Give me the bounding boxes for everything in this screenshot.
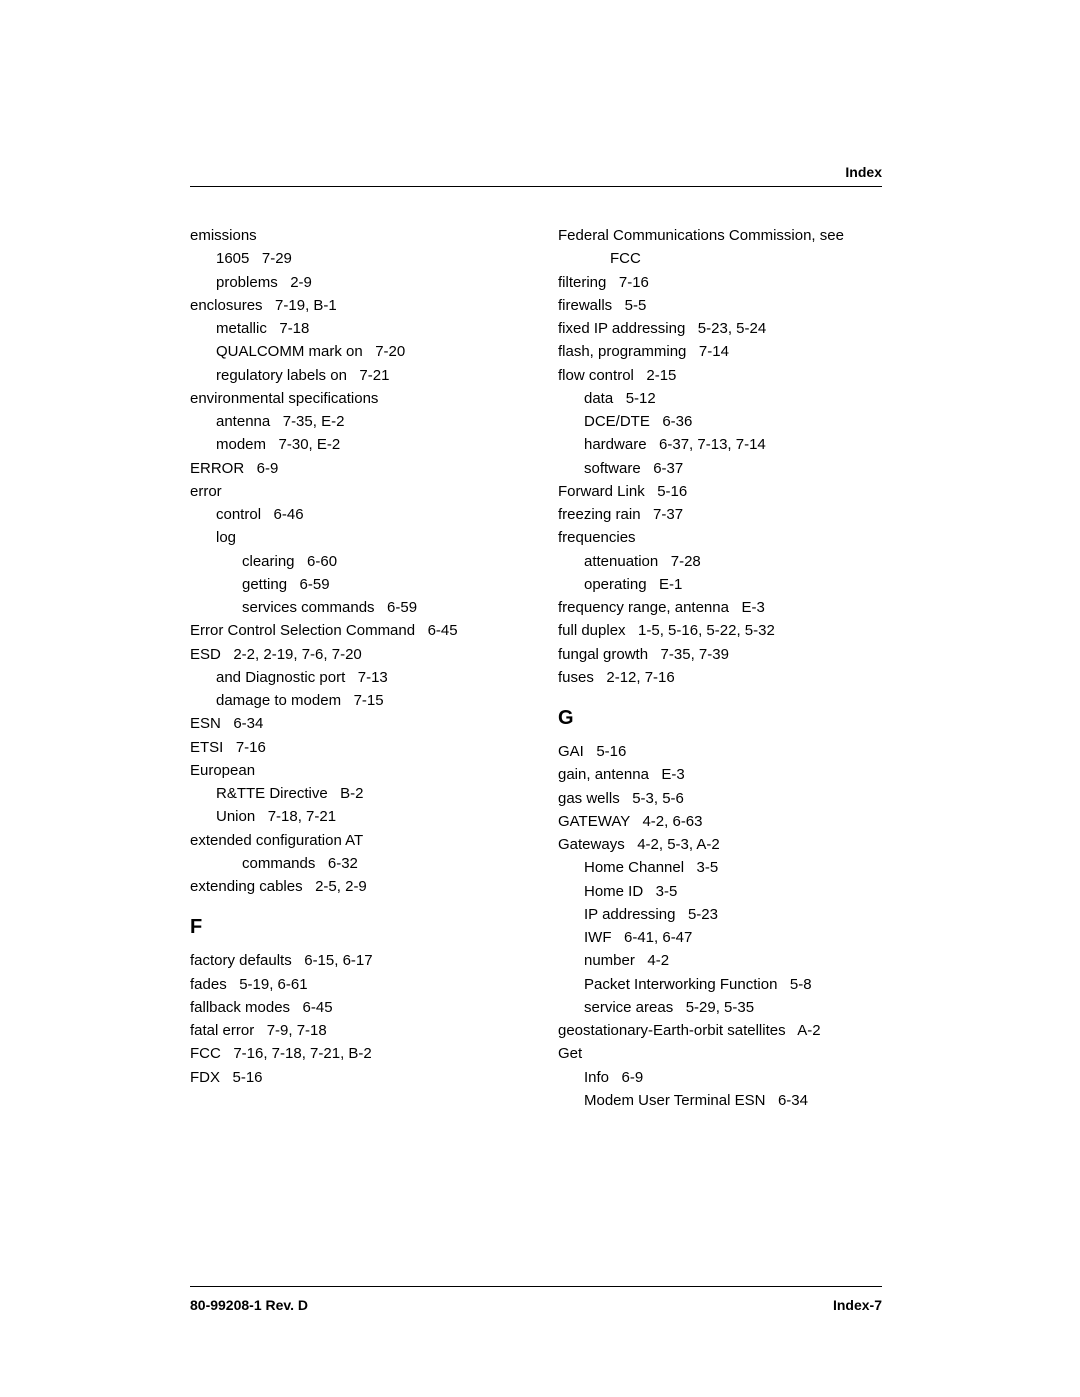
index-entry: European xyxy=(190,759,522,782)
index-entry: Packet Interworking Function 5-8 xyxy=(558,973,890,996)
index-entry: operating E-1 xyxy=(558,573,890,596)
index-entry: GATEWAY 4-2, 6-63 xyxy=(558,810,890,833)
index-entry: extended configuration AT xyxy=(190,829,522,852)
index-entry: number 4-2 xyxy=(558,949,890,972)
index-entry: error xyxy=(190,480,522,503)
index-entry: Error Control Selection Command 6-45 xyxy=(190,619,522,642)
index-entry: freezing rain 7-37 xyxy=(558,503,890,526)
index-entry: geostationary-Earth-orbit satellites A-2 xyxy=(558,1019,890,1042)
index-entry: Home Channel 3-5 xyxy=(558,856,890,879)
index-entry: problems 2-9 xyxy=(190,271,522,294)
index-entry: regulatory labels on 7-21 xyxy=(190,364,522,387)
index-entry: fatal error 7-9, 7-18 xyxy=(190,1019,522,1042)
index-entry: Gateways 4-2, 5-3, A-2 xyxy=(558,833,890,856)
index-entry: ERROR 6-9 xyxy=(190,457,522,480)
index-entry: FCC xyxy=(558,247,890,270)
index-entry: QUALCOMM mark on 7-20 xyxy=(190,340,522,363)
footer-right: Index-7 xyxy=(833,1297,882,1313)
left-column: emissions1605 7-29problems 2-9enclosures… xyxy=(190,224,522,1112)
index-entry: environmental specifications xyxy=(190,387,522,410)
index-entry: frequency range, antenna E-3 xyxy=(558,596,890,619)
index-entry: damage to modem 7-15 xyxy=(190,689,522,712)
bottom-rule xyxy=(190,1286,882,1287)
footer: 80-99208-1 Rev. D Index-7 xyxy=(190,1286,882,1313)
index-entry: fungal growth 7-35, 7-39 xyxy=(558,643,890,666)
index-entry: extending cables 2-5, 2-9 xyxy=(190,875,522,898)
index-entry: and Diagnostic port 7-13 xyxy=(190,666,522,689)
index-entry: Get xyxy=(558,1042,890,1065)
index-entry: firewalls 5-5 xyxy=(558,294,890,317)
index-entry: full duplex 1-5, 5-16, 5-22, 5-32 xyxy=(558,619,890,642)
index-entry: Modem User Terminal ESN 6-34 xyxy=(558,1089,890,1112)
index-entry: service areas 5-29, 5-35 xyxy=(558,996,890,1019)
index-entry: flash, programming 7-14 xyxy=(558,340,890,363)
index-entry: commands 6-32 xyxy=(190,852,522,875)
index-entry: fallback modes 6-45 xyxy=(190,996,522,1019)
section-heading: G xyxy=(558,703,890,734)
index-entry: frequencies xyxy=(558,526,890,549)
index-entry: IWF 6-41, 6-47 xyxy=(558,926,890,949)
index-entry: modem 7-30, E-2 xyxy=(190,433,522,456)
index-entry: ETSI 7-16 xyxy=(190,736,522,759)
header-label: Index xyxy=(845,164,882,180)
right-column: Federal Communications Commission, seeFC… xyxy=(558,224,890,1112)
index-entry: 1605 7-29 xyxy=(190,247,522,270)
index-entry: metallic 7-18 xyxy=(190,317,522,340)
section-heading: F xyxy=(190,912,522,943)
footer-left: 80-99208-1 Rev. D xyxy=(190,1297,308,1313)
index-entry: enclosures 7-19, B-1 xyxy=(190,294,522,317)
index-entry: FDX 5-16 xyxy=(190,1066,522,1089)
index-entry: Union 7-18, 7-21 xyxy=(190,805,522,828)
index-entry: GAI 5-16 xyxy=(558,740,890,763)
index-entry: antenna 7-35, E-2 xyxy=(190,410,522,433)
index-entry: fuses 2-12, 7-16 xyxy=(558,666,890,689)
index-entry: factory defaults 6-15, 6-17 xyxy=(190,949,522,972)
index-entry: Info 6-9 xyxy=(558,1066,890,1089)
index-entry: data 5-12 xyxy=(558,387,890,410)
index-entry: fades 5-19, 6-61 xyxy=(190,973,522,996)
index-entry: control 6-46 xyxy=(190,503,522,526)
index-entry: getting 6-59 xyxy=(190,573,522,596)
index-entry: IP addressing 5-23 xyxy=(558,903,890,926)
index-entry: hardware 6-37, 7-13, 7-14 xyxy=(558,433,890,456)
index-entry: Forward Link 5-16 xyxy=(558,480,890,503)
index-entry: FCC 7-16, 7-18, 7-21, B-2 xyxy=(190,1042,522,1065)
index-entry: Federal Communications Commission, see xyxy=(558,224,890,247)
index-page: Index emissions1605 7-29problems 2-9encl… xyxy=(0,0,1080,1397)
index-entry: R&TTE Directive B-2 xyxy=(190,782,522,805)
index-entry: services commands 6-59 xyxy=(190,596,522,619)
index-entry: ESN 6-34 xyxy=(190,712,522,735)
index-entry: emissions xyxy=(190,224,522,247)
index-entry: gain, antenna E-3 xyxy=(558,763,890,786)
index-entry: ESD 2-2, 2-19, 7-6, 7-20 xyxy=(190,643,522,666)
index-entry: flow control 2-15 xyxy=(558,364,890,387)
top-rule xyxy=(190,186,882,187)
index-entry: log xyxy=(190,526,522,549)
index-entry: Home ID 3-5 xyxy=(558,880,890,903)
index-entry: filtering 7-16 xyxy=(558,271,890,294)
index-entry: fixed IP addressing 5-23, 5-24 xyxy=(558,317,890,340)
index-entry: attenuation 7-28 xyxy=(558,550,890,573)
index-entry: clearing 6-60 xyxy=(190,550,522,573)
index-entry: software 6-37 xyxy=(558,457,890,480)
index-entry: gas wells 5-3, 5-6 xyxy=(558,787,890,810)
index-columns: emissions1605 7-29problems 2-9enclosures… xyxy=(190,224,890,1112)
index-entry: DCE/DTE 6-36 xyxy=(558,410,890,433)
